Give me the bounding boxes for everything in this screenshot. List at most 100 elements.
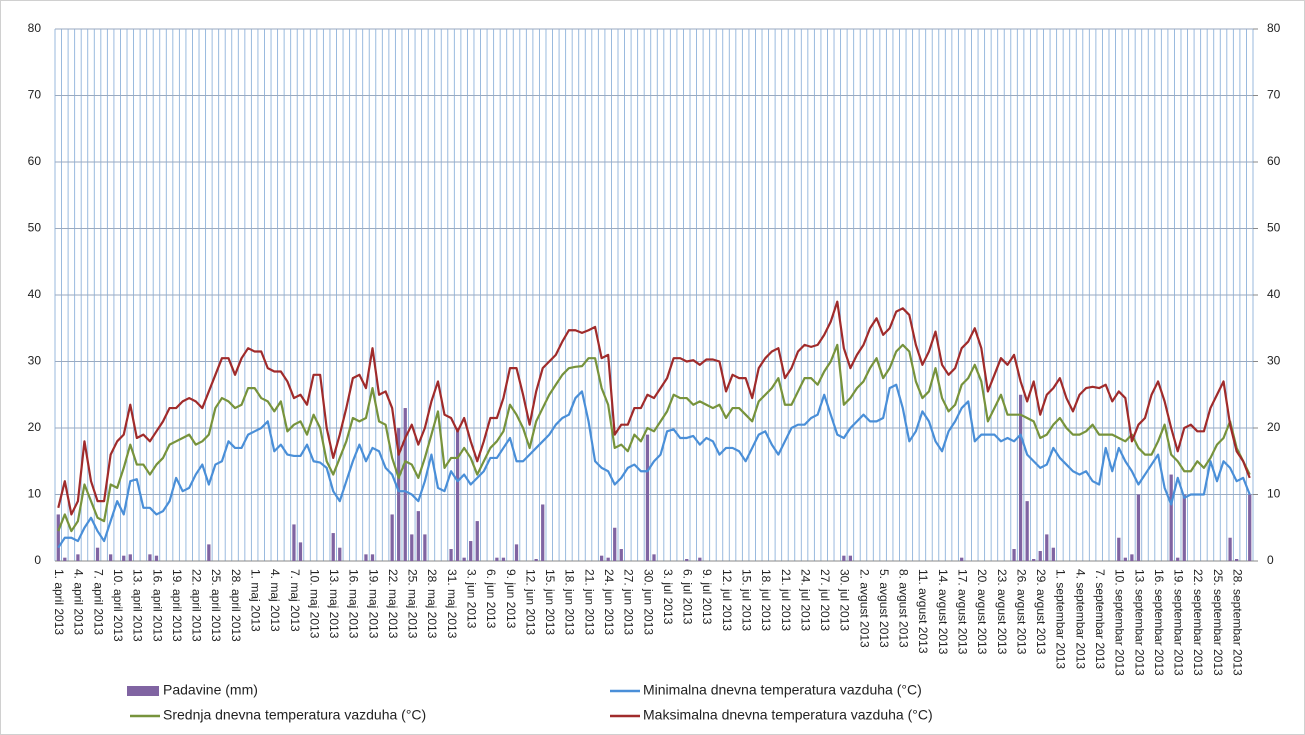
x-tick-label: 17. avgust 2013: [956, 569, 970, 655]
bar: [455, 428, 460, 561]
x-tick-label: 29. avgust 2013: [1034, 569, 1048, 655]
x-tick-label: 22. april 2013: [190, 569, 204, 642]
x-tick-label: 20. avgust 2013: [975, 569, 989, 655]
y-tick-label: 80: [28, 21, 42, 35]
y-tick-label: 30: [28, 354, 42, 368]
y2-tick-label: 30: [1267, 354, 1281, 368]
x-tick-label: 16. septembar 2013: [1152, 569, 1166, 676]
x-tick-label: 31. maj 2013: [445, 569, 459, 639]
line: [57, 343, 1251, 533]
y2-tick-label: 40: [1267, 287, 1281, 301]
y-tick-label: 50: [28, 221, 42, 235]
x-tick-label: 14. avgust 2013: [936, 569, 950, 655]
bar: [1025, 501, 1029, 561]
bar: [449, 549, 453, 561]
x-tick-label: 24. jun 2013: [602, 569, 616, 635]
x-tick-label: 12. jun 2013: [523, 569, 537, 635]
x-tick-label: 1. april 2013: [52, 569, 66, 635]
bar: [462, 557, 466, 561]
bar: [1182, 494, 1186, 561]
y-tick-label: 70: [28, 88, 42, 102]
y2-tick-label: 10: [1267, 487, 1281, 501]
x-tick-label: 16. maj 2013: [347, 569, 361, 639]
bar: [1248, 494, 1252, 561]
bar: [298, 542, 303, 561]
bar: [685, 559, 689, 561]
bar: [1176, 557, 1180, 561]
x-tick-label: 21. jun 2013: [582, 569, 596, 635]
x-tick-label: 4. april 2013: [72, 569, 86, 635]
bar: [1045, 534, 1049, 561]
x-tick-label: 9. jun 2013: [504, 569, 518, 629]
x-tick-label: 30. jul 2013: [838, 569, 852, 631]
bar: [76, 554, 80, 561]
bar: [423, 534, 427, 561]
x-tick-label: 21. jul 2013: [779, 569, 793, 631]
x-tick-label: 2. avgust 2013: [857, 569, 871, 648]
bar: [397, 428, 401, 561]
x-tick-label: 4. septembar 2013: [1073, 569, 1087, 669]
bar: [403, 408, 407, 561]
bar: [154, 555, 159, 561]
bar: [606, 557, 610, 561]
bar: [1038, 551, 1042, 561]
y2-tick-label: 60: [1267, 154, 1281, 168]
y-tick-label: 60: [28, 154, 42, 168]
x-tick-label: 19. april 2013: [170, 569, 184, 642]
x-tick-label: 12. jul 2013: [720, 569, 734, 631]
x-tick-label: 15. jun 2013: [543, 569, 557, 635]
x-tick-label: 7. maj 2013: [288, 569, 302, 632]
bar: [619, 549, 623, 561]
x-tick-label: 7. april 2013: [91, 569, 105, 635]
x-tick-label: 23. avgust 2013: [995, 569, 1009, 655]
x-tick-label: 3. jul 2013: [661, 569, 675, 625]
bar: [613, 527, 617, 561]
x-tick-label: 7. septembar 2013: [1093, 569, 1107, 669]
x-tick-label: 28. april 2013: [229, 569, 243, 642]
x-tick-label: 10. maj 2013: [307, 569, 321, 639]
y-tick-label: 10: [28, 487, 42, 501]
legend-label: Minimalna dnevna temperatura vazduha (°C…: [643, 682, 922, 698]
x-tick-label: 10. april 2013: [111, 569, 125, 642]
bar: [128, 554, 132, 561]
x-tick-label: 13. septembar 2013: [1132, 569, 1146, 676]
y2-tick-label: 20: [1267, 420, 1281, 434]
x-tick-label: 11. avgust 2013: [916, 569, 930, 654]
x-tick-label: 22. maj 2013: [386, 569, 400, 639]
bar: [1136, 494, 1141, 561]
bar: [1117, 537, 1121, 561]
bar: [292, 524, 296, 561]
x-tick-label: 9. jul 2013: [700, 569, 714, 625]
y2-tick-label: 0: [1267, 553, 1274, 567]
bar: [514, 544, 519, 561]
x-tick-label: 27. jun 2013: [622, 569, 636, 635]
bar: [645, 434, 650, 561]
x-tick-label: 24. jul 2013: [798, 569, 812, 631]
bar: [1169, 474, 1173, 561]
x-tick-label: 1. septembar 2013: [1054, 569, 1068, 669]
x-tick-label: 25. maj 2013: [406, 569, 420, 639]
bar: [842, 555, 846, 561]
x-tick-label: 28. maj 2013: [425, 569, 439, 639]
x-tick-label: 26. avgust 2013: [1014, 569, 1028, 655]
bar: [109, 554, 113, 561]
bar: [390, 514, 394, 561]
bar: [1032, 559, 1036, 561]
line: [57, 383, 1251, 549]
x-tick-label: 13. maj 2013: [327, 569, 341, 639]
x-tick-label: 18. jul 2013: [759, 569, 773, 631]
legend-swatch: [127, 686, 159, 696]
bar: [331, 533, 335, 561]
bar: [698, 557, 702, 561]
legend-label: Maksimalna dnevna temperatura vazduha (°…: [643, 707, 933, 723]
x-tick-label: 15. jul 2013: [739, 569, 753, 631]
legend-label: Padavine (mm): [163, 682, 258, 698]
x-tick-label: 6. jul 2013: [681, 569, 695, 625]
y-tick-label: 0: [34, 553, 41, 567]
legend-label: Srednja dnevna temperatura vazduha (°C): [163, 707, 426, 723]
bar: [122, 555, 126, 561]
x-tick-label: 3. jun 2013: [465, 569, 479, 629]
bar: [599, 555, 604, 561]
bar: [495, 557, 499, 561]
